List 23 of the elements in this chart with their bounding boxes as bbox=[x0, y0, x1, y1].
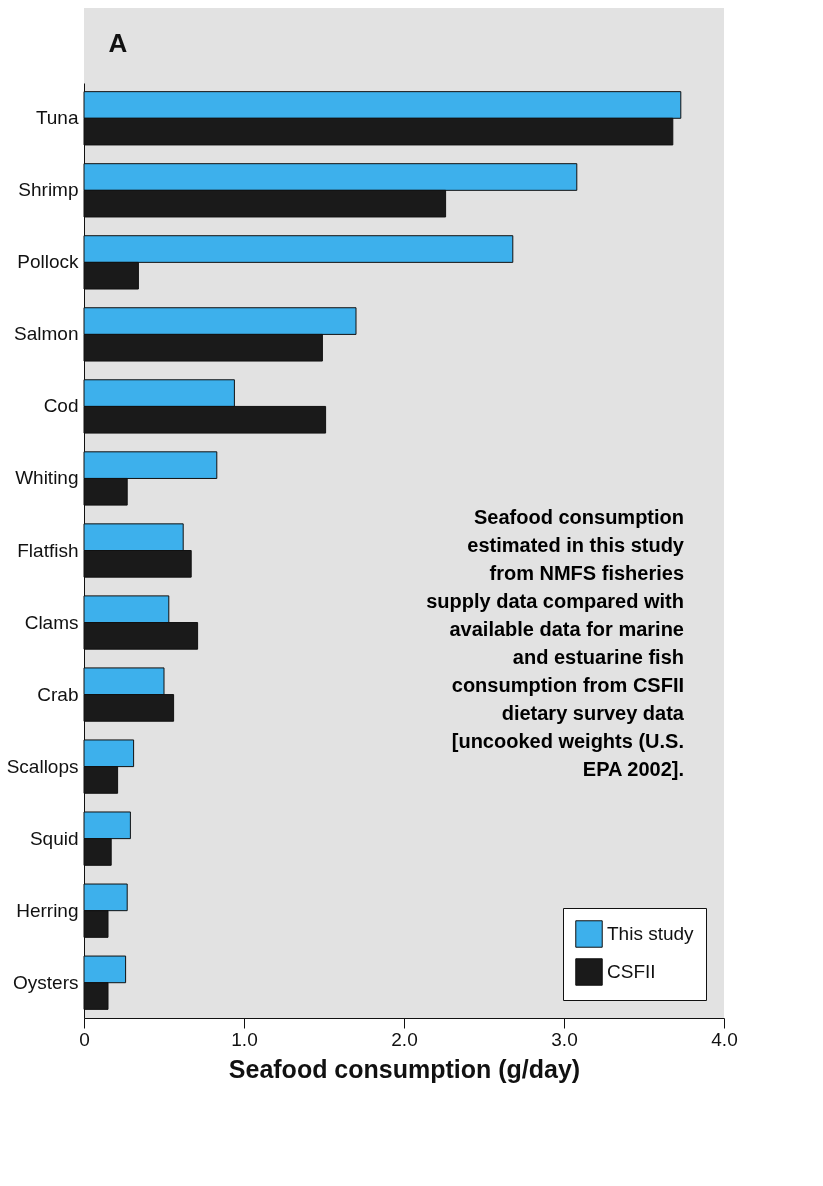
y-tick-label: Clams bbox=[24, 611, 79, 633]
legend-label: This study bbox=[607, 923, 695, 944]
x-tick-label: 3.0 bbox=[551, 1028, 578, 1050]
y-tick-label: Crab bbox=[37, 683, 79, 705]
x-tick-label: 2.0 bbox=[391, 1028, 418, 1050]
y-tick-label: Cod bbox=[43, 395, 79, 417]
legend-label: CSFII bbox=[607, 961, 656, 982]
x-tick-label: 4.0 bbox=[711, 1028, 738, 1050]
y-tick-label: Flatfish bbox=[17, 539, 79, 561]
y-tick-label: Herring bbox=[16, 899, 79, 921]
y-tick-label: Shrimp bbox=[18, 179, 79, 201]
y-tick-label: Scallops bbox=[6, 755, 79, 777]
y-tick-label: Squid bbox=[29, 827, 79, 849]
y-tick-label: Salmon bbox=[14, 323, 79, 345]
y-tick-label: Tuna bbox=[35, 107, 79, 129]
y-tick-label: Whiting bbox=[15, 467, 79, 489]
y-tick-label: Pollock bbox=[17, 251, 79, 273]
y-tick-label: Oysters bbox=[13, 971, 79, 993]
x-axis-title: Seafood consumption (g/day) bbox=[228, 1054, 581, 1083]
x-tick-label: 0 bbox=[79, 1028, 90, 1050]
text: A bbox=[108, 28, 128, 58]
text: Seafood consumption estimated in this study from NMFS fisheries supply data compared with available data for marine and estuarine fish consumption from CSFII dietary survey data [uncooked weights (U.S. EPA 2002]. bbox=[426, 506, 684, 780]
x-tick-label: 1.0 bbox=[231, 1028, 258, 1050]
